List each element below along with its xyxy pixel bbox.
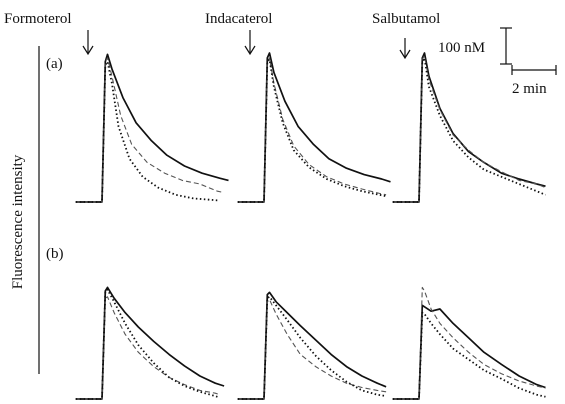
drug-addition-arrow-salbutamol: [399, 38, 411, 60]
trace-indacaterol-b-solid: [237, 291, 387, 400]
traces-layer: [75, 52, 546, 400]
trace-salbutamol-b-dashed: [392, 286, 546, 400]
trace-indacaterol-b-dotted: [237, 295, 387, 400]
y-axis-label: Fluorescence intensity: [10, 154, 26, 289]
column-title-formoterol: Formoterol: [4, 11, 72, 27]
y-scale-bar: [500, 27, 512, 65]
trace-formoterol-b-solid: [75, 286, 225, 400]
trace-salbutamol-a-solid: [392, 52, 546, 203]
trace-salbutamol-a-dotted: [392, 57, 546, 203]
trace-formoterol-b-dashed: [75, 296, 220, 400]
trace-formoterol-a-solid: [75, 53, 229, 203]
trace-formoterol-a-dotted: [75, 60, 220, 203]
x-scale-bar-label: 2 min: [512, 81, 547, 97]
column-title-salbutamol: Salbutamol: [372, 11, 440, 27]
drug-addition-arrow-formoterol: [82, 30, 94, 56]
x-scale-bar: [511, 65, 557, 75]
trace-indacaterol-a-dotted: [237, 58, 387, 203]
row-label-a: (a): [46, 56, 63, 72]
trace-salbutamol-b-dotted: [392, 311, 546, 400]
trace-formoterol-b-dotted: [75, 288, 220, 400]
trace-indacaterol-a-dashed: [237, 57, 387, 203]
row-label-b: (b): [46, 246, 64, 262]
column-title-indacaterol: Indacaterol: [205, 11, 272, 27]
drug-addition-arrow-indacaterol: [244, 30, 256, 56]
trace-indacaterol-a-solid: [237, 52, 391, 203]
trace-indacaterol-b-dashed: [237, 299, 387, 400]
trace-salbutamol-a-dashed: [392, 55, 546, 203]
trace-formoterol-a-dashed: [75, 57, 225, 203]
y-scale-bar-label: 100 nM: [438, 40, 485, 56]
